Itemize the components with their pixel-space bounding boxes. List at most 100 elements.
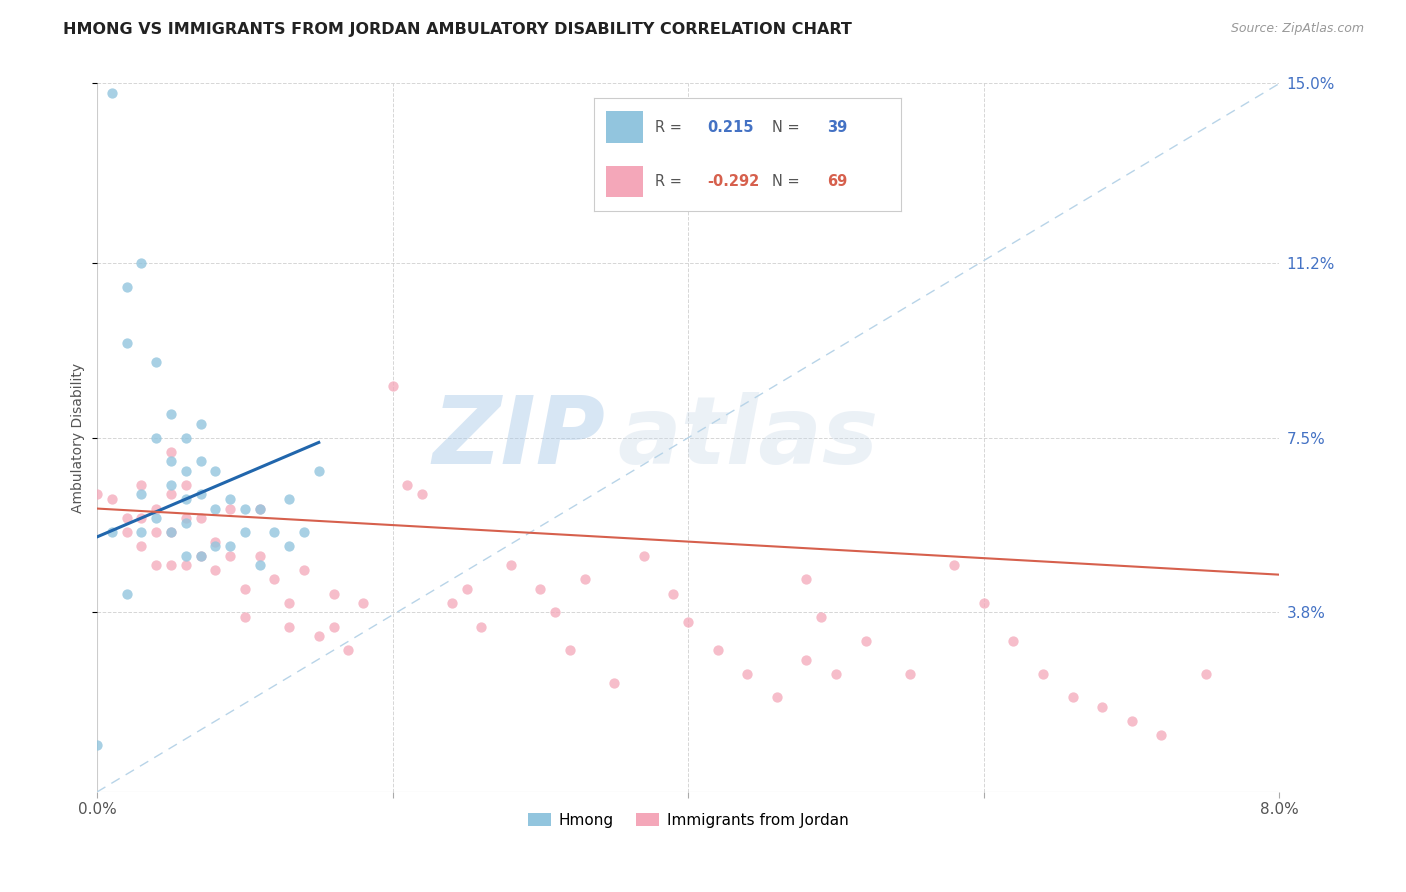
Point [219,549,242,563]
Point [145,501,167,516]
Point [160,454,183,468]
Point [1062,690,1084,705]
Point [707,643,730,657]
Point [470,620,492,634]
Point [101,86,124,100]
Point [263,573,285,587]
Point [381,378,404,392]
Point [131,511,153,525]
Point [766,690,789,705]
Point [233,501,256,516]
Point [160,407,183,421]
Point [1194,666,1216,681]
Point [249,549,271,563]
Point [145,558,167,573]
Point [233,582,256,596]
Point [204,501,226,516]
Point [678,615,700,629]
Point [204,563,226,577]
Text: Source: ZipAtlas.com: Source: ZipAtlas.com [1230,22,1364,36]
Point [278,620,301,634]
Point [233,610,256,624]
Point [174,511,197,525]
Point [1091,700,1114,714]
Point [292,563,315,577]
Point [943,558,966,573]
Point [352,596,374,610]
Point [174,558,197,573]
Point [145,511,167,525]
Point [131,487,153,501]
Point [278,596,301,610]
Point [411,487,433,501]
Point [115,586,138,600]
Point [204,464,226,478]
Point [973,596,995,610]
Text: HMONG VS IMMIGRANTS FROM JORDAN AMBULATORY DISABILITY CORRELATION CHART: HMONG VS IMMIGRANTS FROM JORDAN AMBULATO… [63,22,852,37]
Point [204,539,226,553]
Point [292,525,315,540]
Point [796,653,818,667]
Point [190,511,212,525]
Point [190,487,212,501]
Text: ZIP: ZIP [433,392,606,483]
Point [131,525,153,540]
Point [160,525,183,540]
Point [396,478,419,492]
Point [174,464,197,478]
Point [1002,633,1025,648]
Point [263,525,285,540]
Point [160,445,183,459]
Point [1032,666,1054,681]
Point [145,355,167,369]
Point [662,586,685,600]
Point [174,431,197,445]
Point [544,606,567,620]
Point [249,501,271,516]
Point [115,279,138,293]
Point [145,525,167,540]
Point [190,417,212,431]
Point [456,582,478,596]
Point [219,539,242,553]
Point [440,596,463,610]
Point [529,582,551,596]
Point [86,487,108,501]
Point [174,478,197,492]
Point [337,643,360,657]
Point [796,573,818,587]
Point [131,256,153,270]
Point [233,525,256,540]
Point [308,464,330,478]
Point [322,620,344,634]
Y-axis label: Ambulatory Disability: Ambulatory Disability [72,363,86,513]
Point [160,525,183,540]
Point [131,539,153,553]
Point [249,501,271,516]
Point [855,633,877,648]
Point [115,336,138,351]
Point [190,454,212,468]
Point [190,549,212,563]
Point [160,487,183,501]
Point [1150,728,1173,742]
Point [131,478,153,492]
Point [499,558,522,573]
Point [160,558,183,573]
Point [174,549,197,563]
Point [115,511,138,525]
Point [101,492,124,507]
Point [308,629,330,643]
Point [115,525,138,540]
Point [160,478,183,492]
Legend: Hmong, Immigrants from Jordan: Hmong, Immigrants from Jordan [522,806,855,834]
Point [558,643,581,657]
Text: atlas: atlas [617,392,879,483]
Point [101,525,124,540]
Point [898,666,921,681]
Point [737,666,759,681]
Point [219,501,242,516]
Point [1121,714,1143,728]
Point [633,549,655,563]
Point [825,666,848,681]
